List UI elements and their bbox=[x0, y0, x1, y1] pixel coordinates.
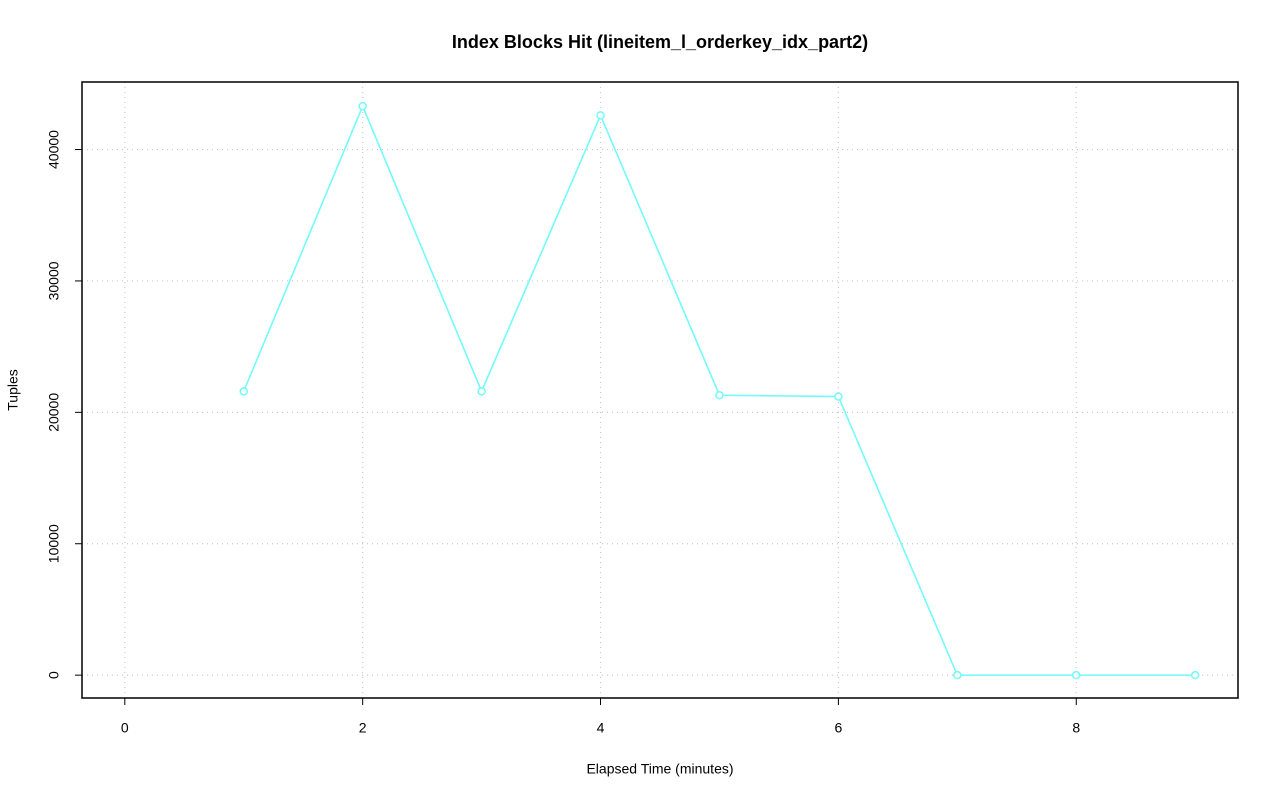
axes: 0 2 4 6 8 0 10000 20000 30000 40000 bbox=[46, 130, 1081, 736]
x-tick-label: 2 bbox=[359, 720, 367, 736]
data-point bbox=[358, 101, 367, 111]
x-tick-label: 4 bbox=[597, 720, 605, 736]
x-axis-label: Elapsed Time (minutes) bbox=[586, 761, 733, 777]
x-tick-label: 6 bbox=[834, 720, 842, 736]
x-tick-label: 0 bbox=[121, 720, 129, 736]
y-tick-label: 30000 bbox=[46, 261, 62, 300]
x-tick-label: 8 bbox=[1072, 720, 1080, 736]
y-tick-label: 40000 bbox=[46, 130, 62, 169]
data-point bbox=[239, 387, 248, 396]
data-point bbox=[1190, 670, 1200, 680]
plot-frame bbox=[81, 81, 1239, 699]
data-point bbox=[834, 392, 843, 401]
chart-title: Index Blocks Hit (lineitem_l_orderkey_id… bbox=[452, 32, 868, 52]
plot bbox=[239, 101, 1200, 680]
data-point bbox=[953, 670, 962, 680]
y-tick-label: 20000 bbox=[46, 393, 62, 432]
data-point bbox=[477, 387, 486, 396]
data-point bbox=[715, 391, 724, 400]
data-point bbox=[596, 111, 605, 120]
y-axis-label: Tuples bbox=[5, 369, 21, 411]
y-tick-label: 10000 bbox=[46, 524, 62, 563]
y-tick-label: 0 bbox=[46, 671, 62, 679]
data-point bbox=[1072, 670, 1081, 680]
